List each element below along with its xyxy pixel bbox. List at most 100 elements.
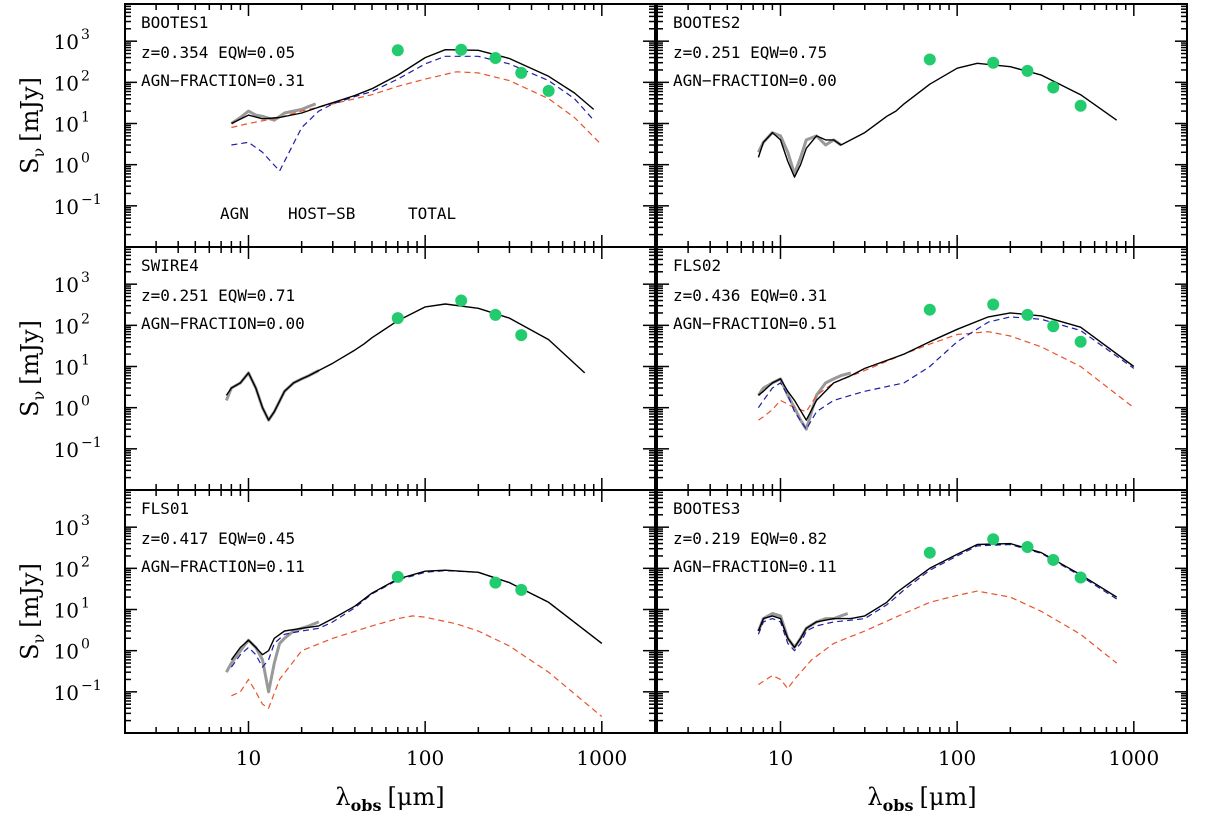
photometry-point	[391, 44, 404, 57]
panels-group: BOOTES1 z=0.354 EQW=0.05 AGN−FRACTION=0.31…	[124, 3, 1188, 734]
ticks	[124, 3, 656, 248]
photometry-point	[391, 570, 404, 583]
plot-area	[230, 43, 603, 172]
y-tick-exponent: 2	[81, 68, 90, 84]
photometry-point	[542, 84, 555, 97]
ticks	[656, 489, 1188, 734]
photometry-point	[987, 56, 1000, 69]
ticks	[656, 3, 1188, 248]
y-axis-label: Sν[mJy]	[16, 320, 48, 417]
panel-agn-fraction: AGN−FRACTION=0.00	[141, 314, 305, 333]
photometry-point	[1047, 81, 1060, 94]
x-tick-label: 100	[938, 746, 976, 770]
spectrum-line	[230, 102, 317, 125]
y-axis-label: Sν[mJy]	[16, 563, 48, 660]
panel-name: BOOTES2	[673, 13, 740, 32]
panel-frame	[124, 246, 656, 491]
total-line	[757, 312, 1135, 421]
y-tick-label: 10	[54, 314, 79, 338]
y-tick-label: 10	[54, 30, 79, 54]
photometry-point	[489, 308, 502, 321]
photometry-point	[1021, 540, 1034, 553]
total-line	[757, 62, 1118, 178]
host-line	[757, 316, 1135, 430]
x-axis-labels: 10 100 1000 λobs [μm] 10 100 1000 λobs [μm]	[236, 746, 1160, 815]
y-tick-label: 10	[54, 71, 79, 95]
photometry-point	[1074, 571, 1087, 584]
host-line	[231, 55, 595, 172]
y-tick-label: 10	[54, 273, 79, 297]
y-tick-label: 10	[54, 599, 79, 623]
y-tick-label: 10	[54, 154, 79, 178]
legend-agn: AGN	[220, 204, 249, 223]
photometry-point	[923, 303, 936, 316]
y-tick-label: 10	[54, 113, 79, 137]
panel-bootes3: BOOTES3 z=0.219 EQW=0.82 AGN−FRACTION=0.11	[656, 489, 1188, 734]
legend-host: HOST−SB	[288, 204, 355, 223]
panel-frame	[124, 3, 656, 248]
panel-name: SWIRE4	[141, 256, 199, 275]
photometry-point	[1021, 64, 1034, 77]
photometry-point	[1021, 308, 1034, 321]
panel-redshift-eqw: z=0.251 EQW=0.71	[141, 286, 295, 305]
y-tick-exponent: 0	[81, 637, 90, 653]
ticks	[124, 246, 656, 491]
plot-area	[225, 294, 586, 422]
panel-redshift-eqw: z=0.251 EQW=0.75	[673, 43, 827, 62]
x-axis-label: λobs [μm]	[335, 783, 444, 815]
panel-swire4: SWIRE4 z=0.251 EQW=0.71 AGN−FRACTION=0.00	[124, 246, 656, 491]
photometry-point	[923, 546, 936, 559]
photometry-point	[1047, 553, 1060, 566]
spectrum-line	[225, 620, 320, 694]
y-tick-exponent: 2	[81, 311, 90, 327]
panel-redshift-eqw: z=0.219 EQW=0.82	[673, 529, 827, 548]
panel-name: FLS01	[141, 499, 189, 518]
photometry-point	[987, 533, 1000, 546]
y-tick-label: 10	[54, 438, 79, 462]
legend-total: TOTAL	[408, 204, 456, 223]
y-tick-exponent: 3	[81, 513, 90, 529]
y-tick-label: 10	[54, 356, 79, 380]
total-line	[225, 303, 586, 421]
host-line	[230, 570, 603, 668]
panel-name: FLS02	[673, 256, 721, 275]
y-tick-label: 10	[54, 195, 79, 219]
photometry-point	[455, 43, 468, 56]
photometry-point	[515, 329, 528, 342]
plot-area	[757, 298, 1135, 431]
panel-frame	[656, 489, 1188, 734]
panel-name: BOOTES1	[141, 13, 208, 32]
photometry-point	[391, 312, 404, 325]
panel-agn-fraction: AGN−FRACTION=0.11	[673, 557, 837, 576]
y-tick-label: 10	[54, 681, 79, 705]
y-tick-exponent: 1	[81, 353, 90, 369]
panel-agn-fraction: AGN−FRACTION=0.11	[141, 557, 305, 576]
ticks	[124, 489, 656, 734]
photometry-point	[515, 583, 528, 596]
panel-frame	[656, 3, 1188, 248]
photometry-point	[1047, 320, 1060, 333]
y-tick-exponent: 3	[81, 270, 90, 286]
y-axis-label: Sν[mJy]	[16, 77, 48, 174]
y-tick-exponent: −1	[81, 192, 102, 208]
panel-fls01: FLS01 z=0.417 EQW=0.45 AGN−FRACTION=0.11	[124, 489, 656, 734]
panel-agn-fraction: AGN−FRACTION=0.51	[673, 314, 837, 333]
panel-bootes2: BOOTES2 z=0.251 EQW=0.75 AGN−FRACTION=0.00	[656, 3, 1188, 248]
panel-redshift-eqw: z=0.354 EQW=0.05	[141, 43, 295, 62]
photometry-point	[489, 576, 502, 589]
y-tick-label: 10	[54, 397, 79, 421]
x-tick-label: 1000	[1108, 746, 1159, 770]
y-tick-exponent: −1	[81, 678, 102, 694]
y-tick-exponent: 0	[81, 394, 90, 410]
panel-bootes1: BOOTES1 z=0.354 EQW=0.05 AGN−FRACTION=0.31	[124, 3, 656, 248]
photometry-point	[987, 298, 1000, 311]
panel-frame	[656, 246, 1188, 491]
x-tick-label: 100	[406, 746, 444, 770]
panel-agn-fraction: AGN−FRACTION=0.00	[673, 71, 837, 90]
x-tick-label: 1000	[576, 746, 627, 770]
panel-frame	[124, 489, 656, 734]
agn-line	[758, 590, 1118, 690]
panel-fls02: FLS02 z=0.436 EQW=0.31 AGN−FRACTION=0.51	[656, 246, 1188, 491]
total-line	[231, 49, 595, 125]
